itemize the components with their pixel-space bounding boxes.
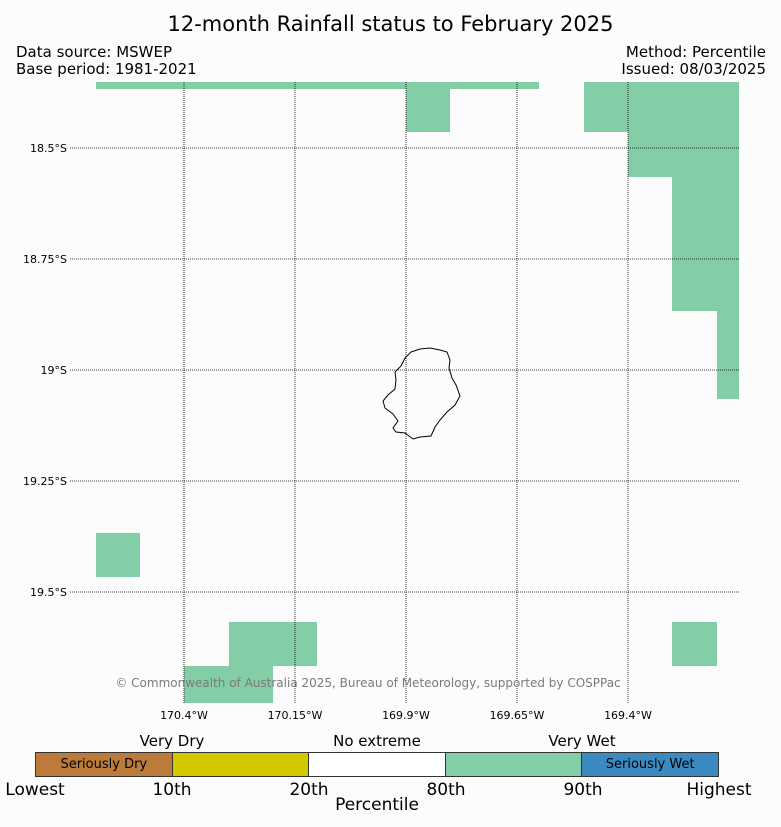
very-wet-cell — [584, 82, 739, 132]
percentile-legend: Seriously Dry Seriously Wet — [35, 752, 719, 777]
map-title: 12-month Rainfall status to February 202… — [167, 12, 614, 36]
percentile-axis-label: Percentile — [335, 795, 419, 815]
very-wet-cells — [96, 82, 739, 703]
legend-category-no-extreme: No extreme — [333, 732, 421, 750]
copyright-notice: © Commonwealth of Australia 2025, Bureau… — [115, 676, 621, 690]
legend-tick: 20th — [289, 780, 329, 800]
lat-label: 19.25°S — [23, 475, 67, 488]
legend-category-very-wet: Very Wet — [548, 732, 616, 750]
lon-label: 169.4°W — [604, 709, 652, 722]
very-wet-cell — [184, 666, 273, 703]
island-coastline — [382, 347, 461, 440]
legend-segment-seriously-wet: Seriously Wet — [582, 753, 718, 776]
lon-label: 170.15°W — [267, 709, 323, 722]
legend-segment-seriously-dry: Seriously Dry — [36, 753, 173, 776]
lon-label: 169.9°W — [382, 709, 430, 722]
lon-label: 170.4°W — [160, 709, 208, 722]
lat-label: 18.5°S — [30, 142, 67, 155]
lat-label: 18.75°S — [23, 253, 67, 266]
legend-tick: 90th — [563, 780, 603, 800]
very-wet-cell — [96, 82, 539, 89]
legend-segment-no-extreme — [309, 753, 446, 776]
very-wet-cell — [628, 132, 739, 177]
data-source: Data source: MSWEP — [16, 43, 173, 61]
legend-tick: 10th — [152, 780, 192, 800]
very-wet-cell — [406, 82, 450, 132]
legend-segment-dry — [172, 753, 310, 776]
lat-label: 19.5°S — [30, 586, 67, 599]
graticule — [70, 82, 739, 703]
legend-tick: Lowest — [5, 780, 65, 800]
base-period: Base period: 1981-2021 — [16, 60, 197, 78]
legend-segment-wet — [445, 753, 583, 776]
very-wet-cell — [717, 311, 739, 399]
legend-category-very-dry: Very Dry — [139, 732, 205, 750]
very-wet-cell — [229, 622, 317, 666]
legend-tick: 80th — [426, 780, 466, 800]
issued-date: Issued: 08/03/2025 — [621, 60, 766, 78]
legend-tick: Highest — [686, 780, 752, 800]
very-wet-cell — [672, 177, 739, 311]
very-wet-cell — [96, 533, 140, 577]
very-wet-cell — [672, 622, 717, 666]
lon-label: 169.65°W — [489, 709, 545, 722]
method: Method: Percentile — [625, 43, 766, 61]
lat-label: 19°S — [40, 364, 67, 377]
